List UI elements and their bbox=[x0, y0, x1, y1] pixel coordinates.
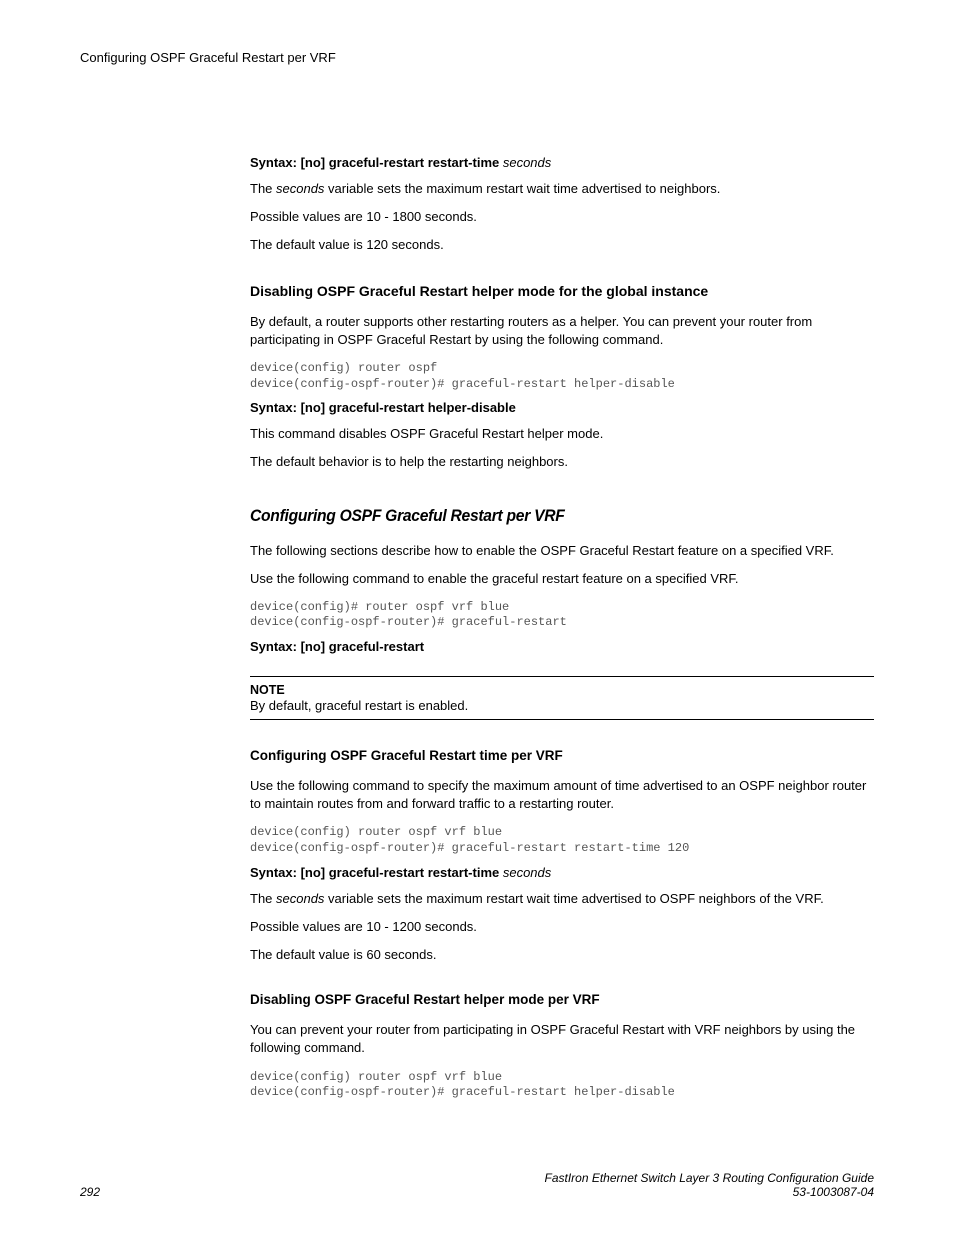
text-italic: seconds bbox=[276, 181, 324, 196]
doc-title: FastIron Ethernet Switch Layer 3 Routing… bbox=[544, 1171, 874, 1185]
body-text: You can prevent your router from partici… bbox=[250, 1021, 874, 1057]
body-text: The default value is 120 seconds. bbox=[250, 236, 874, 254]
subsection-heading: Disabling OSPF Graceful Restart helper m… bbox=[250, 992, 874, 1007]
section-heading: Disabling OSPF Graceful Restart helper m… bbox=[250, 283, 874, 299]
body-text: Use the following command to specify the… bbox=[250, 777, 874, 813]
document-page: Configuring OSPF Graceful Restart per VR… bbox=[0, 0, 954, 1239]
code-block: device(config)# router ospf vrf blue dev… bbox=[250, 600, 874, 631]
doc-id: 53-1003087-04 bbox=[544, 1185, 874, 1199]
body-text: The default behavior is to help the rest… bbox=[250, 453, 874, 471]
note-text: By default, graceful restart is enabled. bbox=[250, 698, 874, 713]
text-span: The bbox=[250, 891, 276, 906]
text-italic: seconds bbox=[276, 891, 324, 906]
body-text: By default, a router supports other rest… bbox=[250, 313, 874, 349]
syntax-line: Syntax: [no] graceful-restart bbox=[250, 639, 874, 654]
text-span: The bbox=[250, 181, 276, 196]
body-text: Possible values are 10 - 1800 seconds. bbox=[250, 208, 874, 226]
body-text: The seconds variable sets the maximum re… bbox=[250, 890, 874, 908]
syntax-bold: Syntax: [no] graceful-restart restart-ti… bbox=[250, 865, 499, 880]
note-label: NOTE bbox=[250, 683, 874, 697]
body-text: The seconds variable sets the maximum re… bbox=[250, 180, 874, 198]
syntax-var: seconds bbox=[499, 865, 551, 880]
syntax-bold: Syntax: [no] graceful-restart restart-ti… bbox=[250, 155, 499, 170]
body-text: Possible values are 10 - 1200 seconds. bbox=[250, 918, 874, 936]
subsection-heading: Configuring OSPF Graceful Restart time p… bbox=[250, 748, 874, 763]
code-block: device(config) router ospf vrf blue devi… bbox=[250, 1070, 874, 1101]
main-section-heading: Configuring OSPF Graceful Restart per VR… bbox=[250, 506, 824, 526]
body-text: Use the following command to enable the … bbox=[250, 570, 874, 588]
text-span: variable sets the maximum restart wait t… bbox=[324, 181, 720, 196]
note-box: NOTE By default, graceful restart is ena… bbox=[250, 676, 874, 720]
footer-doc-info: FastIron Ethernet Switch Layer 3 Routing… bbox=[544, 1171, 874, 1199]
syntax-bold: Syntax: [no] graceful-restart helper-dis… bbox=[250, 400, 516, 415]
body-text: The following sections describe how to e… bbox=[250, 542, 874, 560]
page-footer: 292 FastIron Ethernet Switch Layer 3 Rou… bbox=[80, 1171, 874, 1199]
syntax-var: seconds bbox=[499, 155, 551, 170]
syntax-line: Syntax: [no] graceful-restart helper-dis… bbox=[250, 400, 874, 415]
syntax-line: Syntax: [no] graceful-restart restart-ti… bbox=[250, 155, 874, 170]
body-text: This command disables OSPF Graceful Rest… bbox=[250, 425, 874, 443]
page-number: 292 bbox=[80, 1185, 100, 1199]
syntax-bold: Syntax: [no] graceful-restart bbox=[250, 639, 424, 654]
body-text: The default value is 60 seconds. bbox=[250, 946, 874, 964]
page-header: Configuring OSPF Graceful Restart per VR… bbox=[80, 50, 874, 65]
syntax-line: Syntax: [no] graceful-restart restart-ti… bbox=[250, 865, 874, 880]
page-content: Syntax: [no] graceful-restart restart-ti… bbox=[250, 155, 874, 1101]
code-block: device(config) router ospf vrf blue devi… bbox=[250, 825, 874, 856]
code-block: device(config) router ospf device(config… bbox=[250, 361, 874, 392]
text-span: variable sets the maximum restart wait t… bbox=[324, 891, 823, 906]
